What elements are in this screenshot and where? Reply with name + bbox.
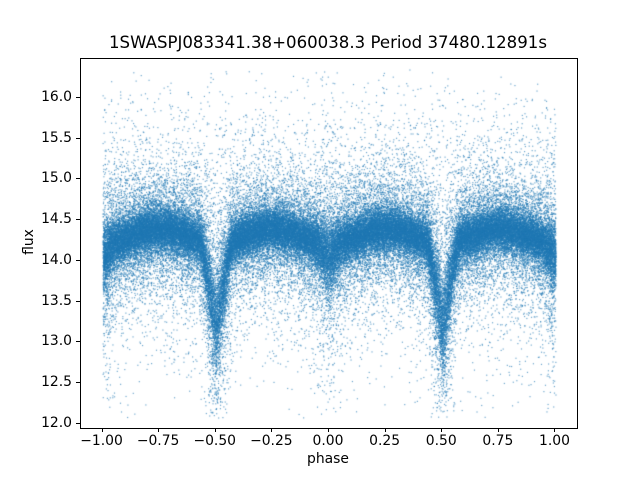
x-tick-mark [271, 428, 273, 432]
x-tick-mark [214, 428, 216, 432]
x-tick-label: 1.00 [539, 433, 570, 449]
y-tick-mark [76, 341, 80, 343]
y-tick-mark [76, 382, 80, 384]
chart-title: 1SWASPJ083341.38+060038.3 Period 37480.1… [109, 33, 547, 52]
x-tick-label: 0.50 [425, 433, 457, 449]
y-tick-label: 13.5 [41, 292, 72, 309]
x-tick-mark [158, 428, 160, 432]
y-tick-mark [76, 219, 80, 221]
y-tick-mark [76, 259, 80, 261]
x-tick-label: 0.75 [482, 433, 514, 449]
y-tick-label: 14.0 [41, 251, 72, 268]
y-tick-label: 16.0 [41, 88, 72, 105]
x-tick-mark [328, 428, 329, 432]
y-tick-mark [76, 423, 80, 424]
y-tick-label: 13.0 [41, 333, 72, 350]
scatter-points-canvas [81, 59, 577, 428]
x-tick-mark [101, 428, 103, 432]
y-tick-label: 15.5 [41, 129, 72, 146]
y-tick-mark [76, 96, 80, 98]
x-tick-mark [441, 428, 443, 432]
y-tick-label: 12.0 [41, 415, 72, 431]
x-tick-mark [497, 428, 499, 432]
x-tick-mark [554, 428, 556, 432]
y-tick-mark [76, 300, 80, 302]
x-tick-label: 0.00 [312, 433, 344, 449]
y-tick-mark [76, 178, 80, 180]
x-tick-label: −0.25 [250, 433, 293, 449]
x-tick-label: −1.00 [80, 433, 123, 449]
y-tick-label: 12.5 [41, 374, 72, 391]
x-tick-label: −0.50 [193, 433, 237, 449]
x-tick-label: 0.25 [369, 433, 401, 449]
y-tick-label: 14.5 [41, 211, 72, 228]
y-tick-mark [76, 137, 80, 139]
x-tick-label: −0.75 [136, 433, 180, 449]
x-tick-mark [384, 428, 386, 432]
x-axis-label: phase [307, 451, 349, 467]
plot-area [80, 58, 578, 429]
y-tick-label: 15.0 [41, 170, 72, 187]
